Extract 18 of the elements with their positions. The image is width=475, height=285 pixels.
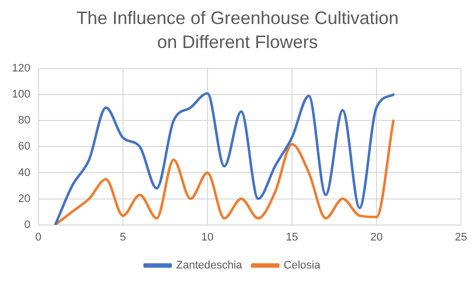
y-tick-label: 60	[18, 140, 30, 153]
x-tick-label: 5	[120, 231, 126, 244]
y-tick-label: 80	[18, 114, 30, 127]
y-tick-label: 20	[18, 192, 30, 205]
y-tick-label: 100	[12, 88, 30, 101]
line-series	[54, 92, 395, 225]
x-tick-label: 15	[286, 231, 298, 244]
x-tick-label: 10	[201, 231, 214, 244]
legend-label: Zantedeschia	[176, 260, 244, 272]
y-tick-label: 0	[24, 218, 30, 231]
y-tick-label: 40	[18, 166, 30, 179]
x-tick-label: 0	[35, 231, 42, 244]
chart-title: The Influence of Greenhouse Cultivation on Different Flowers	[75, 7, 400, 54]
x-tick-label: 20	[370, 231, 383, 244]
legend-label: Celosia	[284, 260, 322, 272]
x-tick-label: 25	[454, 231, 468, 244]
line-series	[54, 119, 395, 225]
y-tick-label: 120	[12, 62, 30, 75]
